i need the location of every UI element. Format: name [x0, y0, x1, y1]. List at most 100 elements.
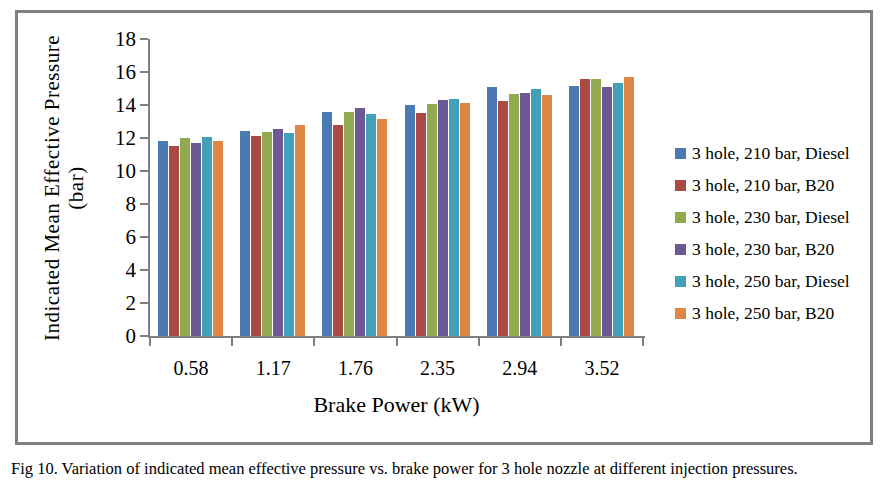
- bar: [213, 141, 223, 336]
- legend-swatch-icon: [675, 244, 686, 255]
- bar: [180, 138, 190, 336]
- x-tick-label: 1.17: [232, 357, 314, 380]
- bar: [613, 83, 623, 336]
- bar: [531, 89, 541, 337]
- x-tick: [149, 338, 151, 346]
- legend-item: 3 hole, 250 bar, B20: [675, 302, 834, 324]
- bar-group: [405, 39, 471, 336]
- legend-item: 3 hole, 230 bar, Diesel: [675, 206, 850, 228]
- x-tick: [313, 338, 315, 346]
- y-tick-label: 18: [92, 26, 136, 52]
- legend-item: 3 hole, 210 bar, B20: [675, 174, 834, 196]
- y-tick-label: 16: [92, 59, 136, 85]
- y-tick: [140, 335, 148, 337]
- legend-swatch-icon: [675, 212, 686, 223]
- bar: [591, 79, 601, 336]
- bar: [569, 86, 579, 336]
- bar: [251, 136, 261, 336]
- bar-group: [240, 39, 306, 336]
- bar: [427, 104, 437, 336]
- y-axis-title: Indicated Mean Effective Pressure (bar): [40, 35, 88, 341]
- bar: [377, 119, 387, 336]
- x-tick: [642, 338, 644, 346]
- bar: [509, 94, 519, 337]
- bar: [449, 99, 459, 336]
- y-tick-label: 14: [92, 92, 136, 118]
- y-tick: [140, 104, 148, 106]
- y-tick-label: 10: [92, 158, 136, 184]
- bar: [460, 103, 470, 337]
- x-tick: [478, 338, 480, 346]
- x-tick: [560, 338, 562, 346]
- bar: [416, 113, 426, 336]
- legend-label: 3 hole, 250 bar, B20: [692, 303, 834, 324]
- bar: [580, 79, 590, 336]
- bar: [602, 87, 612, 336]
- bar: [487, 87, 497, 336]
- bar-group: [158, 39, 224, 336]
- x-tick-label: 2.35: [397, 357, 479, 380]
- bar: [438, 100, 448, 336]
- bar-group: [322, 39, 388, 336]
- y-tick-label: 2: [92, 290, 136, 316]
- figure-page: Indicated Mean Effective Pressure (bar) …: [0, 0, 885, 495]
- x-axis-title: Brake Power (kW): [150, 392, 643, 418]
- bar-group: [569, 39, 635, 336]
- legend-swatch-icon: [675, 276, 686, 287]
- y-tick: [140, 170, 148, 172]
- bar: [405, 105, 415, 336]
- y-axis-title-text: Indicated Mean Effective Pressure: [40, 35, 64, 341]
- y-axis-title-unit: (bar): [64, 166, 88, 209]
- y-tick-label: 6: [92, 224, 136, 250]
- legend-label: 3 hole, 230 bar, Diesel: [692, 207, 850, 228]
- bar: [624, 77, 634, 336]
- legend-label: 3 hole, 210 bar, B20: [692, 175, 834, 196]
- y-tick: [140, 236, 148, 238]
- bar: [202, 137, 212, 336]
- y-tick-label: 8: [92, 191, 136, 217]
- legend-item: 3 hole, 250 bar, Diesel: [675, 270, 850, 292]
- y-tick-label: 4: [92, 257, 136, 283]
- bar: [262, 132, 272, 336]
- bar: [366, 114, 376, 336]
- bar: [344, 112, 354, 336]
- x-tick: [231, 338, 233, 346]
- figure-caption: Fig 10. Variation of indicated mean effe…: [11, 459, 877, 479]
- bar: [498, 101, 508, 336]
- legend-label: 3 hole, 230 bar, B20: [692, 239, 834, 260]
- y-tick-label: 0: [92, 323, 136, 349]
- y-tick: [140, 137, 148, 139]
- bar: [191, 143, 201, 336]
- legend-label: 3 hole, 210 bar, Diesel: [692, 143, 850, 164]
- bar: [273, 129, 283, 336]
- y-tick: [140, 269, 148, 271]
- y-tick: [140, 71, 148, 73]
- bar: [333, 125, 343, 336]
- bar: [158, 141, 168, 336]
- bar: [284, 133, 294, 336]
- bar: [355, 108, 365, 336]
- legend-label: 3 hole, 250 bar, Diesel: [692, 271, 850, 292]
- y-tick: [140, 38, 148, 40]
- x-tick-label: 2.94: [479, 357, 561, 380]
- bar: [169, 146, 179, 336]
- bar: [295, 125, 305, 336]
- legend-swatch-icon: [675, 148, 686, 159]
- legend-item: 3 hole, 230 bar, B20: [675, 238, 834, 260]
- legend-swatch-icon: [675, 180, 686, 191]
- y-tick-label: 12: [92, 125, 136, 151]
- plot-area: [150, 39, 643, 336]
- legend-item: 3 hole, 210 bar, Diesel: [675, 142, 850, 164]
- bar: [542, 95, 552, 336]
- bar: [240, 131, 250, 336]
- y-tick: [140, 203, 148, 205]
- legend-swatch-icon: [675, 308, 686, 319]
- x-tick-label: 1.76: [314, 357, 396, 380]
- x-tick-label: 3.52: [561, 357, 643, 380]
- x-tick: [396, 338, 398, 346]
- x-tick-label: 0.58: [150, 357, 232, 380]
- y-tick: [140, 302, 148, 304]
- bar-group: [487, 39, 553, 336]
- bar: [322, 112, 332, 336]
- bar: [520, 93, 530, 336]
